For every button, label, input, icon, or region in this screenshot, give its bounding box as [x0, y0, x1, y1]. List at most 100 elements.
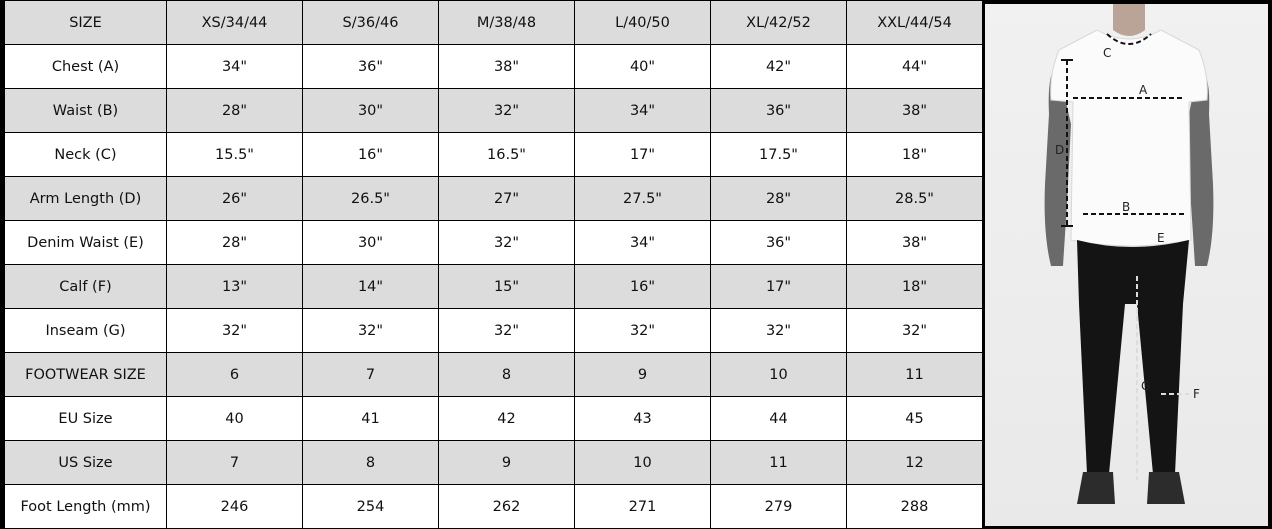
row-label-cell: Waist (B)	[4, 88, 167, 133]
table-row: Foot Length (mm) 246 254 262 271 279 288	[4, 484, 983, 529]
table-cell: 9	[574, 352, 711, 397]
table-cell: 45	[846, 396, 983, 441]
row-label-cell: US Size	[4, 440, 167, 485]
table-cell: 40"	[574, 44, 711, 89]
row-label-cell: Arm Length (D)	[4, 176, 167, 221]
table-row: Calf (F) 13" 14" 15" 16" 17" 18"	[4, 264, 983, 309]
table-row: FOOTWEAR SIZE 6 7 8 9 10 11	[4, 352, 983, 397]
table-cell: 17"	[710, 264, 847, 309]
table-row: Chest (A) 34" 36" 38" 40" 42" 44"	[4, 44, 983, 89]
table-row: US Size 7 8 9 10 11 12	[4, 440, 983, 485]
table-cell: 42"	[710, 44, 847, 89]
table-cell: 32"	[846, 308, 983, 353]
table-cell: 32"	[574, 308, 711, 353]
table-row: EU Size 40 41 42 43 44 45	[4, 396, 983, 441]
table-cell: 27.5"	[574, 176, 711, 221]
row-label-cell: Foot Length (mm)	[4, 484, 167, 529]
table-cell: 16.5"	[438, 132, 575, 177]
table-cell: 30"	[302, 220, 439, 265]
table-cell: 28"	[710, 176, 847, 221]
table-cell: 6	[166, 352, 303, 397]
row-label-cell: FOOTWEAR SIZE	[4, 352, 167, 397]
row-label-cell: Calf (F)	[4, 264, 167, 309]
table-cell: 246	[166, 484, 303, 529]
label-a: A	[1139, 83, 1148, 97]
table-cell: 7	[166, 440, 303, 485]
table-cell: 40	[166, 396, 303, 441]
table-cell: 17.5"	[710, 132, 847, 177]
label-c: C	[1103, 46, 1111, 60]
table-cell: 27"	[438, 176, 575, 221]
neck-measure-line	[1106, 33, 1152, 45]
size-column-header: M/38/48	[438, 0, 575, 45]
table-row: Arm Length (D) 26" 26.5" 27" 27.5" 28" 28.5"	[4, 176, 983, 221]
label-g: G	[1141, 379, 1150, 393]
table-cell: 32"	[710, 308, 847, 353]
table-cell: 288	[846, 484, 983, 529]
label-e: E	[1157, 231, 1165, 245]
table-cell: 32"	[438, 88, 575, 133]
table-cell: 36"	[302, 44, 439, 89]
table-cell: 43	[574, 396, 711, 441]
table-cell: 32"	[438, 220, 575, 265]
size-column-header: S/36/46	[302, 0, 439, 45]
label-f: F	[1193, 387, 1200, 401]
table-cell: 41	[302, 396, 439, 441]
table-cell: 11	[710, 440, 847, 485]
table-cell: 26.5"	[302, 176, 439, 221]
table-cell: 9	[438, 440, 575, 485]
table-cell: 8	[438, 352, 575, 397]
table-cell: 13"	[166, 264, 303, 309]
size-column-header: L/40/50	[574, 0, 711, 45]
table-cell: 34"	[574, 88, 711, 133]
size-column-header: XXL/44/54	[846, 0, 983, 45]
row-label-cell: Inseam (G)	[4, 308, 167, 353]
table-cell: 16"	[574, 264, 711, 309]
table-cell: 16"	[302, 132, 439, 177]
table-cell: 18"	[846, 264, 983, 309]
table-row: Inseam (G) 32" 32" 32" 32" 32" 32"	[4, 308, 983, 353]
label-b: B	[1122, 200, 1130, 214]
table-cell: 15.5"	[166, 132, 303, 177]
table-cell: 44	[710, 396, 847, 441]
size-column-header: XL/42/52	[710, 0, 847, 45]
row-label-cell: Neck (C)	[4, 132, 167, 177]
table-cell: 18"	[846, 132, 983, 177]
table-cell: 28.5"	[846, 176, 983, 221]
table-cell: 38"	[438, 44, 575, 89]
table-cell: 36"	[710, 88, 847, 133]
table-cell: 32"	[302, 308, 439, 353]
table-cell: 32"	[438, 308, 575, 353]
model-illustration: C A D B E G F	[1044, 4, 1214, 504]
table-cell: 11	[846, 352, 983, 397]
row-label-cell: Denim Waist (E)	[4, 220, 167, 265]
table-cell: 262	[438, 484, 575, 529]
table-cell: 279	[710, 484, 847, 529]
table-cell: 34"	[574, 220, 711, 265]
table-cell: 28"	[166, 88, 303, 133]
table-cell: 34"	[166, 44, 303, 89]
table-cell: 38"	[846, 220, 983, 265]
table-cell: 10	[710, 352, 847, 397]
table-row: Waist (B) 28" 30" 32" 34" 36" 38"	[4, 88, 983, 133]
table-cell: 7	[302, 352, 439, 397]
table-cell: 10	[574, 440, 711, 485]
table-cell: 26"	[166, 176, 303, 221]
table-cell: 44"	[846, 44, 983, 89]
table-cell: 15"	[438, 264, 575, 309]
table-cell: 12	[846, 440, 983, 485]
table-cell: 254	[302, 484, 439, 529]
row-label-cell: EU Size	[4, 396, 167, 441]
table-cell: 271	[574, 484, 711, 529]
size-column-header: XS/34/44	[166, 0, 303, 45]
table-cell: 8	[302, 440, 439, 485]
table-cell: 36"	[710, 220, 847, 265]
table-cell: 28"	[166, 220, 303, 265]
table-header-row: SIZE XS/34/44 S/36/46 M/38/48 L/40/50 XL/42/5…	[4, 0, 983, 45]
model-measurement-figure: C A D B E G F	[985, 4, 1268, 526]
table-cell: 42	[438, 396, 575, 441]
size-chart-table: SIZE XS/34/44 S/36/46 M/38/48 L/40/50 XL/42/5…	[4, 0, 983, 529]
table-cell: 32"	[166, 308, 303, 353]
size-header-cell: SIZE	[4, 0, 167, 45]
table-cell: 30"	[302, 88, 439, 133]
